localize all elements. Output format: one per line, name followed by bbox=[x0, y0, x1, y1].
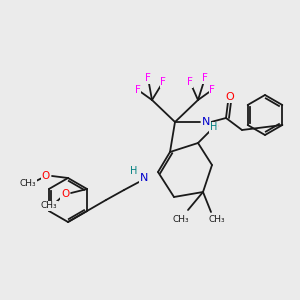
Text: F: F bbox=[135, 85, 141, 95]
Text: CH₃: CH₃ bbox=[20, 179, 36, 188]
Text: F: F bbox=[145, 73, 151, 83]
Text: N: N bbox=[202, 117, 210, 127]
Text: N: N bbox=[140, 173, 148, 183]
Text: O: O bbox=[61, 189, 69, 199]
Text: H: H bbox=[130, 166, 138, 176]
Text: F: F bbox=[187, 77, 193, 87]
Text: F: F bbox=[160, 77, 166, 87]
Text: CH₃: CH₃ bbox=[209, 215, 225, 224]
Text: O: O bbox=[226, 92, 234, 102]
Text: H: H bbox=[210, 122, 218, 132]
Text: CH₃: CH₃ bbox=[173, 215, 189, 224]
Text: O: O bbox=[209, 122, 218, 132]
Text: CH₃: CH₃ bbox=[41, 202, 57, 211]
Text: F: F bbox=[209, 85, 215, 95]
Text: F: F bbox=[202, 73, 208, 83]
Text: O: O bbox=[42, 171, 50, 181]
